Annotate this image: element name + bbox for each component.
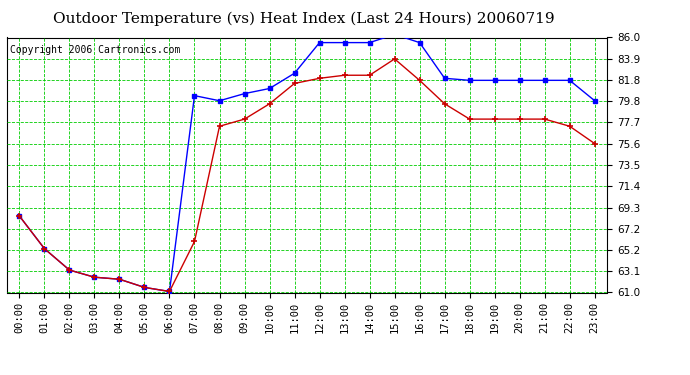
Text: Copyright 2006 Cartronics.com: Copyright 2006 Cartronics.com (10, 45, 180, 55)
Text: Outdoor Temperature (vs) Heat Index (Last 24 Hours) 20060719: Outdoor Temperature (vs) Heat Index (Las… (53, 11, 554, 26)
